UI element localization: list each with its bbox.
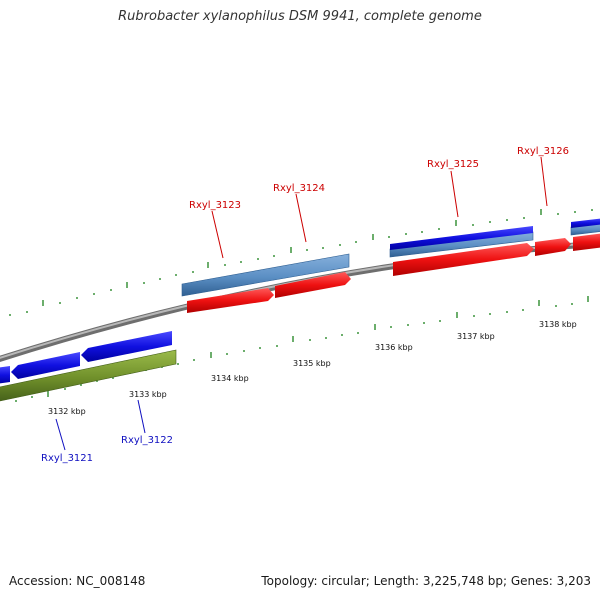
- gene-arrow-rxyl-3125: [393, 243, 534, 276]
- steelblue-band: [181, 253, 350, 297]
- kbp-label: 3132 kbp: [48, 407, 86, 416]
- kbp-label: 3135 kbp: [293, 359, 331, 368]
- forward-genes: [187, 233, 600, 313]
- gene-label-rxyl-3123: Rxyl_3123: [189, 200, 241, 211]
- olive-band: [0, 349, 177, 402]
- gene-arrow-rxyl-3126: [535, 238, 571, 256]
- gene-label-rxyl-3126: Rxyl_3126: [517, 146, 569, 157]
- reverse-genes: [0, 331, 172, 384]
- genome-backbone-highlight: [0, 241, 600, 359]
- genome-summary: Topology: circular; Length: 3,225,748 bp…: [261, 574, 591, 588]
- kbp-label: 3136 kbp: [375, 343, 413, 352]
- kbp-label: 3138 kbp: [539, 320, 577, 329]
- gene-label-rxyl-3121: Rxyl_3121: [41, 453, 93, 464]
- steelblue-bands: [181, 223, 600, 297]
- gene-arrow-left-edge: [0, 366, 10, 384]
- gene-arrow-rxyl-3123: [187, 288, 274, 313]
- kbp-label: 3134 kbp: [211, 374, 249, 383]
- kbp-label: 3133 kbp: [129, 390, 167, 399]
- gene-arrow-rxyl-3124: [275, 272, 351, 298]
- gene-labels: Rxyl_3123 Rxyl_3124 Rxyl_3125 Rxyl_3126 …: [41, 146, 569, 464]
- kbp-label: 3137 kbp: [457, 332, 495, 341]
- gene-arrow-next: [573, 233, 600, 251]
- accession-label: Accession: NC_008148: [9, 574, 146, 588]
- gene-arrow-rxyl-3121: [11, 352, 80, 379]
- outer-blue-bars: [390, 218, 600, 250]
- reverse-gene-bar: [571, 218, 600, 228]
- label-leader-lines: [55, 156, 548, 451]
- reverse-gene-bar: [390, 226, 533, 250]
- genome-backbone: [0, 240, 600, 362]
- gene-label-rxyl-3125: Rxyl_3125: [427, 159, 479, 170]
- outer-tick-row: [9, 209, 593, 316]
- gene-arrow-rxyl-3122: [81, 331, 172, 362]
- gene-label-rxyl-3122: Rxyl_3122: [121, 435, 173, 446]
- kbp-labels: 3132 kbp 3133 kbp 3134 kbp 3135 kbp 3136…: [48, 320, 577, 416]
- gene-label-rxyl-3124: Rxyl_3124: [273, 183, 325, 194]
- genome-title: Rubrobacter xylanophilus DSM 9941, compl…: [118, 9, 482, 24]
